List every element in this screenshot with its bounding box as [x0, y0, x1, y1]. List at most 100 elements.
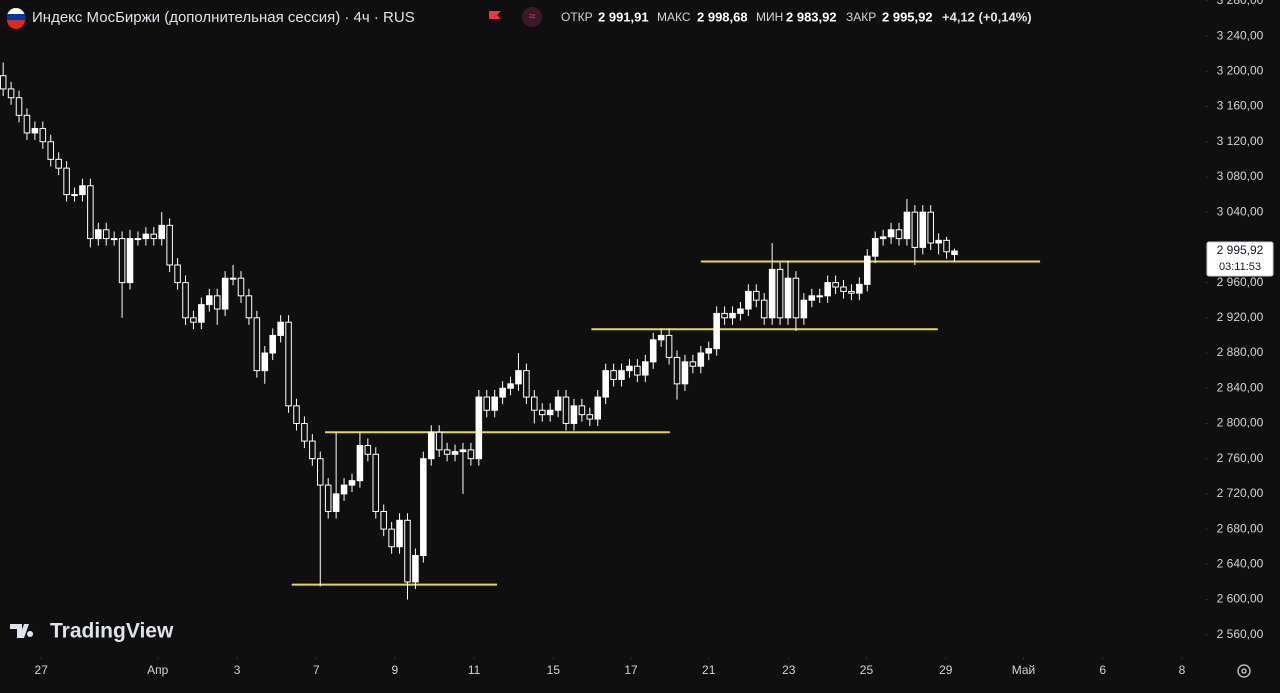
candle-body [705, 348, 713, 354]
ohlc-label: МАКС [657, 10, 691, 24]
candle-body [943, 239, 950, 253]
candle-body [324, 484, 332, 512]
candle-body [372, 453, 380, 512]
x-tick-label: Апр [147, 663, 169, 677]
candle-body [269, 334, 276, 354]
candle-body [253, 317, 261, 372]
candle-body [467, 449, 475, 460]
candle-body [158, 224, 165, 240]
candle-body [380, 510, 387, 530]
candle-body [126, 238, 134, 284]
candle-body [229, 277, 237, 280]
y-tick-label: 2 760,00 [1217, 451, 1264, 465]
candle-body [840, 286, 847, 292]
candle-body [523, 370, 530, 398]
candle-body [697, 352, 705, 367]
candle-body [586, 414, 594, 420]
session-icon[interactable] [522, 7, 542, 27]
candle-body [0, 75, 7, 90]
y-tick-label: 2 560,00 [1217, 627, 1264, 641]
y-tick-label: 2 920,00 [1217, 310, 1264, 324]
candle-body [277, 321, 284, 336]
candle-body [221, 277, 229, 310]
x-tick-label: 7 [313, 663, 320, 677]
candle-body [895, 229, 903, 240]
flag-marker[interactable] [489, 11, 501, 19]
candle-body [134, 238, 142, 241]
candle-body [911, 211, 919, 248]
candle-body [348, 480, 356, 486]
candle-body [237, 277, 245, 297]
candle-body [285, 321, 292, 407]
candle-body [118, 238, 126, 284]
candle-body [784, 277, 792, 319]
candle-body [87, 185, 94, 240]
candle-body [71, 194, 78, 197]
candle-body [515, 370, 522, 385]
countdown: 03:11:53 [1219, 261, 1261, 273]
candle-body [491, 396, 498, 411]
candle-body [340, 484, 348, 495]
candle-body [213, 295, 221, 310]
settings-icon[interactable] [1237, 664, 1251, 678]
x-tick-label: 15 [547, 663, 561, 677]
candle-body [626, 365, 633, 372]
candle-body [55, 158, 62, 169]
candle-body [356, 444, 364, 482]
y-tick-label: 2 680,00 [1217, 521, 1264, 535]
candle-body [459, 449, 467, 453]
ohlc-value: 2 991,91 [598, 9, 649, 24]
candle-body [951, 250, 958, 256]
last-price-box [1206, 241, 1274, 277]
y-tick-label: 3 160,00 [1217, 99, 1264, 113]
candle-body [776, 268, 784, 319]
x-tick-label: 23 [782, 663, 796, 677]
candle-body [39, 128, 47, 143]
candle-body [206, 295, 213, 306]
x-tick-label: 25 [860, 663, 874, 677]
candle-body [404, 519, 411, 583]
candle-body [538, 409, 546, 416]
ohlc-label: ОТКР [561, 10, 593, 24]
candle-body [475, 396, 483, 460]
candle-body [753, 290, 760, 301]
candle-body [15, 97, 23, 116]
ohlc-legend: ОТКР 2 991,91 МАКС 2 998,68 МИН 2 983,92 ЗАКР 2… [561, 9, 933, 24]
x-tick-label: 8 [1179, 663, 1186, 677]
candle-body [578, 405, 586, 416]
y-tick-label: 3 280,00 [1217, 0, 1264, 7]
x-tick-label: 6 [1099, 663, 1106, 677]
y-tick-label: 2 800,00 [1217, 416, 1264, 430]
candle-body [198, 304, 205, 323]
candle-body [483, 396, 491, 411]
candle-body [721, 312, 728, 319]
ohlc-value: 2 995,92 [882, 9, 933, 24]
candle-body [182, 282, 189, 319]
candle-body [681, 361, 689, 385]
y-tick-label: 3 120,00 [1217, 134, 1264, 148]
candle-body [689, 361, 697, 367]
candle-body [554, 396, 562, 411]
candle-body [245, 295, 253, 319]
candle-body [673, 356, 681, 385]
candle-body [800, 299, 808, 319]
candle-body [737, 308, 744, 314]
candle-body [745, 290, 752, 310]
ohlc-value: 2 998,68 [697, 9, 748, 24]
candle-body [768, 268, 776, 319]
candle-body [816, 295, 823, 298]
candle-body [642, 361, 649, 376]
y-tick-label: 3 080,00 [1217, 169, 1264, 183]
candle-body [808, 295, 816, 301]
candle-body [443, 449, 451, 455]
y-tick-label: 2 600,00 [1217, 592, 1264, 606]
candle-body [665, 334, 673, 358]
x-tick-label: 27 [35, 663, 49, 677]
candle-body [760, 299, 768, 319]
candle-body [562, 396, 570, 424]
candle-body [388, 528, 395, 548]
candle-body [856, 283, 863, 294]
candle-body [451, 451, 459, 455]
